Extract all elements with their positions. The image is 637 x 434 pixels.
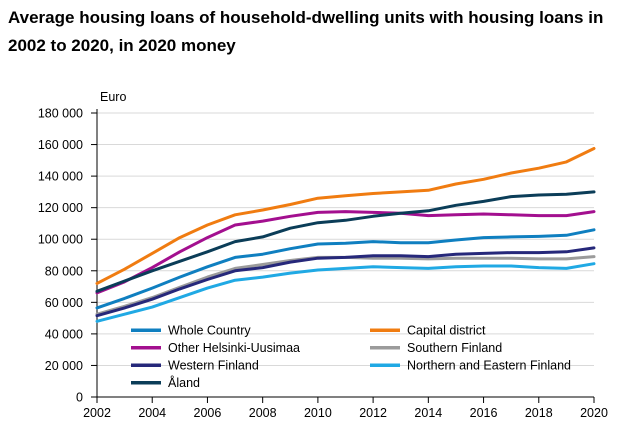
y-tick-label: 80 000 (45, 264, 83, 278)
series-lines (95, 147, 596, 323)
legend-swatch (370, 346, 400, 350)
y-tick-label: 160 000 (38, 138, 83, 152)
legend: Whole Country Capital district Other Helsi… (131, 324, 571, 390)
y-axis-label: Euro (100, 90, 126, 104)
y-axis-tick-labels: 0 20 000 40 000 60 000 80 000 100 000 120 000 1… (38, 107, 83, 405)
series-line-5 (95, 262, 596, 323)
legend-label: Western Finland (168, 359, 259, 373)
x-tick-label: 2008 (249, 406, 277, 420)
x-tick-label: 2016 (470, 406, 498, 420)
y-tick-label: 60 000 (45, 296, 83, 310)
series-line-1 (95, 147, 596, 285)
legend-label: Whole Country (168, 324, 251, 338)
x-tick-label: 2010 (304, 406, 332, 420)
x-axis-tick-labels: 2002 2004 2006 2008 2010 2012 2014 2016 2018 2020 (83, 406, 608, 420)
y-tick-label: 120 000 (38, 201, 83, 215)
legend-swatch (370, 363, 400, 367)
legend-swatch (131, 328, 161, 332)
series-line-4 (95, 246, 596, 318)
x-tick-label: 2018 (525, 406, 553, 420)
x-tick-label: 2014 (414, 406, 442, 420)
grid-lines (97, 112, 594, 366)
legend-swatch (370, 328, 400, 332)
x-tick-label: 2012 (359, 406, 387, 420)
legend-label: Other Helsinki-Uusimaa (168, 341, 300, 355)
x-tick-label: 2004 (138, 406, 166, 420)
chart-title: Average housing loans of household-dwell… (8, 8, 604, 55)
y-tick-label: 0 (76, 391, 83, 405)
legend-swatch (131, 346, 161, 350)
x-tick-label: 2006 (194, 406, 222, 420)
legend-label: Northern and Eastern Finland (407, 359, 571, 373)
legend-swatch (131, 381, 161, 385)
legend-label: Åland (168, 375, 200, 390)
series-line-6 (95, 190, 596, 293)
y-tick-label: 20 000 (45, 359, 83, 373)
legend-label: Capital district (407, 324, 486, 338)
y-tick-label: 180 000 (38, 107, 83, 121)
legend-swatch (131, 363, 161, 367)
y-tick-label: 100 000 (38, 233, 83, 247)
series-line-2 (95, 210, 596, 295)
series-line-0 (95, 228, 596, 310)
legend-label: Southern Finland (407, 341, 502, 355)
y-tick-label: 140 000 (38, 170, 83, 184)
axes (91, 109, 595, 403)
x-tick-label: 2020 (580, 406, 608, 420)
y-tick-label: 40 000 (45, 327, 83, 341)
x-tick-label: 2002 (83, 406, 111, 420)
